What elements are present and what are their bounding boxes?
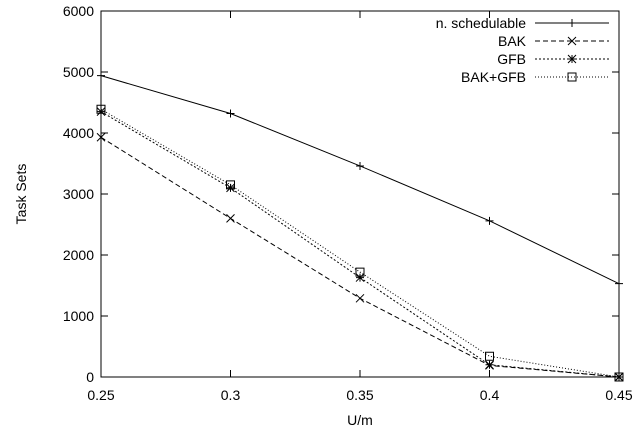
legend-label: n. schedulable: [436, 15, 527, 31]
data-point-n-schedulable: [226, 109, 235, 118]
legend-marker: [567, 72, 577, 82]
y-tick-label: 2000: [63, 247, 94, 263]
series-line-bak: [100, 136, 620, 378]
legend: n. schedulable BAK GFB BAK+GFB: [436, 15, 609, 85]
data-point-bak-gfb: [614, 372, 624, 382]
legend-marker: [567, 36, 577, 46]
y-tick-label: 0: [86, 369, 94, 385]
series-bak-gfb: [96, 104, 624, 382]
data-point-n-schedulable: [97, 71, 105, 80]
legend-marker: [568, 19, 576, 27]
series-n-schedulable: [97, 71, 623, 288]
legend-label: GFB: [497, 51, 526, 67]
y-tick-label: 6000: [63, 3, 94, 19]
data-point-bak: [96, 132, 106, 142]
series-gfb: [96, 107, 624, 382]
y-tick-label: 3000: [63, 186, 94, 202]
legend-entry-n-schedulable: n. schedulable: [436, 15, 609, 31]
x-tick-label: 0.3: [221, 387, 241, 403]
x-tick-label: 0.4: [480, 387, 500, 403]
legend-label: BAK: [498, 33, 527, 49]
series-line-gfb: [100, 111, 620, 378]
data-point-bak: [226, 214, 235, 223]
data-point-n-schedulable: [615, 279, 623, 288]
y-tick-label: 4000: [63, 125, 94, 141]
x-axis-title: U/m: [347, 412, 373, 428]
series-line-bak-gfb: [100, 108, 620, 378]
y-tick-labels: 0 1000 2000 3000 4000 5000 6000: [63, 3, 94, 385]
data-point-bak: [355, 293, 365, 303]
legend-entry-bak: BAK: [498, 33, 609, 49]
x-tick-label: 0.25: [87, 387, 114, 403]
legend-entry-bak-gfb: BAK+GFB: [461, 69, 609, 85]
data-point-gfb: [355, 273, 365, 282]
legend-marker: [567, 54, 577, 64]
data-point-gfb: [96, 107, 106, 117]
axis-ticks: [100, 10, 620, 378]
series-line-n-schedulable: [100, 75, 620, 285]
y-tick-label: 1000: [63, 308, 94, 324]
series-bak: [96, 132, 624, 382]
x-tick-label: 0.45: [605, 387, 632, 403]
series-layer: [96, 71, 624, 382]
y-axis-title: Task Sets: [13, 164, 29, 225]
legend-label: BAK+GFB: [461, 69, 526, 85]
data-point-gfb: [485, 360, 494, 370]
x-tick-labels: 0.25 0.3 0.35 0.4 0.45: [87, 387, 632, 403]
legend-entry-gfb: GFB: [497, 51, 609, 67]
data-point-n-schedulable: [485, 216, 494, 225]
data-point-bak-gfb: [226, 180, 235, 190]
y-tick-label: 5000: [63, 64, 94, 80]
data-point-n-schedulable: [356, 161, 364, 170]
data-point-gfb: [226, 183, 235, 193]
data-point-bak-gfb: [355, 267, 365, 277]
plot-frame: [100, 10, 620, 378]
x-tick-label: 0.35: [346, 387, 373, 403]
data-point-bak-gfb: [485, 351, 494, 361]
data-point-bak-gfb: [96, 104, 106, 114]
